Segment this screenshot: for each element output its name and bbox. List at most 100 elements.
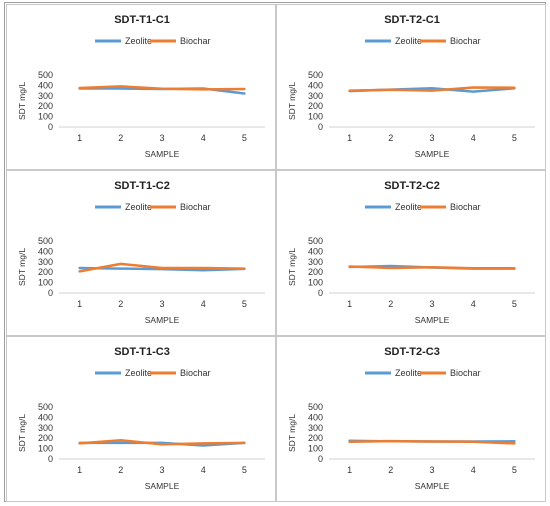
y-tick-label: 200 — [38, 433, 53, 443]
x-axis-label: SAMPLE — [415, 481, 450, 491]
x-tick-label: 1 — [347, 465, 352, 475]
y-tick-label: 200 — [308, 267, 323, 277]
x-tick-label: 5 — [512, 465, 517, 475]
x-tick-label: 1 — [77, 133, 82, 143]
legend-label-biochar: Biochar — [450, 36, 481, 46]
x-tick-label: 1 — [77, 465, 82, 475]
y-tick-label: 500 — [308, 70, 323, 80]
x-axis-label: SAMPLE — [145, 315, 180, 325]
legend-label-zeolite: Zeolite — [395, 368, 422, 378]
legend-label-zeolite: Zeolite — [125, 368, 152, 378]
x-tick-label: 2 — [118, 299, 123, 309]
x-tick-label: 4 — [471, 133, 476, 143]
chart-panel-t1-c1: SDT-T1-C1 Zeolite Biochar 0 100 200 300 400 500 1… — [6, 4, 276, 170]
legend-label-zeolite: Zeolite — [395, 36, 422, 46]
y-tick-label: 400 — [308, 246, 323, 256]
x-tick-label: 2 — [388, 299, 393, 309]
legend-label-zeolite: Zeolite — [125, 36, 152, 46]
y-tick-label: 300 — [38, 257, 53, 267]
x-tick-label: 3 — [159, 465, 164, 475]
x-tick-label: 3 — [429, 465, 434, 475]
x-tick-label: 1 — [347, 299, 352, 309]
x-tick-label: 5 — [512, 299, 517, 309]
x-tick-label: 5 — [512, 133, 517, 143]
x-tick-label: 3 — [429, 299, 434, 309]
legend-label-biochar: Biochar — [180, 202, 211, 212]
x-tick-label: 1 — [347, 133, 352, 143]
y-tick-label: 300 — [38, 91, 53, 101]
chart-panel-t2-c2: SDT-T2-C2 Zeolite Biochar 0 100 200 300 400 500 1… — [276, 170, 546, 336]
y-tick-label: 100 — [38, 278, 53, 288]
x-tick-label: 4 — [201, 465, 206, 475]
y-tick-label: 100 — [308, 278, 323, 288]
y-tick-label: 0 — [48, 288, 53, 298]
y-tick-label: 100 — [38, 444, 53, 454]
y-tick-label: 300 — [38, 423, 53, 433]
y-tick-label: 200 — [308, 101, 323, 111]
x-tick-label: 2 — [118, 465, 123, 475]
x-tick-label: 4 — [471, 465, 476, 475]
y-tick-label: 0 — [48, 454, 53, 464]
chart-title: SDT-T2-C1 — [384, 14, 440, 26]
y-tick-label: 400 — [308, 412, 323, 422]
x-tick-label: 4 — [471, 299, 476, 309]
series-line-biochar — [78, 439, 246, 446]
chart-panel-t1-c3: SDT-T1-C3 Zeolite Biochar 0 100 200 300 400 500 1… — [6, 336, 276, 502]
y-tick-label: 500 — [308, 402, 323, 412]
legend-label-zeolite: Zeolite — [125, 202, 152, 212]
y-tick-label: 400 — [308, 80, 323, 90]
y-tick-label: 400 — [38, 80, 53, 90]
y-axis-label: SDT mg/L — [287, 82, 297, 120]
y-tick-label: 300 — [308, 257, 323, 267]
x-tick-label: 5 — [242, 133, 247, 143]
x-tick-label: 3 — [429, 133, 434, 143]
x-tick-label: 3 — [159, 299, 164, 309]
chart-panel-t2-c3: SDT-T2-C3 Zeolite Biochar 0 100 200 300 400 500 1… — [276, 336, 546, 502]
legend-label-biochar: Biochar — [180, 36, 211, 46]
x-axis-label: SAMPLE — [415, 315, 450, 325]
y-tick-label: 0 — [318, 454, 323, 464]
legend-label-biochar: Biochar — [450, 368, 481, 378]
chart-panel-t1-c2: SDT-T1-C2 Zeolite Biochar 0 100 200 300 400 500 1… — [6, 170, 276, 336]
y-tick-label: 500 — [38, 402, 53, 412]
chart-panel-t2-c1: SDT-T2-C1 Zeolite Biochar 0 100 200 300 400 500 1… — [276, 4, 546, 170]
x-tick-label: 4 — [201, 299, 206, 309]
chart-title: SDT-T1-C2 — [114, 180, 170, 192]
y-tick-label: 100 — [38, 112, 53, 122]
y-tick-label: 400 — [38, 246, 53, 256]
series-line-biochar — [78, 262, 246, 273]
x-axis-label: SAMPLE — [145, 149, 180, 159]
chart-title: SDT-T1-C3 — [114, 346, 170, 358]
series-line-biochar — [78, 85, 246, 91]
series-line-biochar — [348, 439, 516, 445]
x-tick-label: 1 — [77, 299, 82, 309]
y-tick-label: 300 — [308, 423, 323, 433]
y-tick-label: 200 — [38, 101, 53, 111]
y-tick-label: 400 — [38, 412, 53, 422]
legend-label-zeolite: Zeolite — [395, 202, 422, 212]
series-line-zeolite — [78, 441, 246, 447]
y-tick-label: 0 — [318, 122, 323, 132]
x-tick-label: 5 — [242, 299, 247, 309]
y-tick-label: 200 — [308, 433, 323, 443]
x-axis-label: SAMPLE — [145, 481, 180, 491]
y-axis-label: SDT mg/L — [17, 248, 27, 286]
y-tick-label: 200 — [38, 267, 53, 277]
chart-title: SDT-T2-C3 — [384, 346, 440, 358]
y-tick-label: 500 — [308, 236, 323, 246]
x-axis-label: SAMPLE — [415, 149, 450, 159]
series-line-biochar — [348, 265, 516, 270]
chart-title: SDT-T1-C1 — [114, 14, 170, 26]
x-tick-label: 5 — [242, 465, 247, 475]
x-tick-label: 4 — [201, 133, 206, 143]
x-tick-label: 2 — [388, 133, 393, 143]
y-tick-label: 100 — [308, 112, 323, 122]
x-tick-label: 2 — [118, 133, 123, 143]
x-tick-label: 2 — [388, 465, 393, 475]
y-axis-label: SDT mg/L — [17, 82, 27, 120]
y-axis-label: SDT mg/L — [287, 248, 297, 286]
chart-title: SDT-T2-C2 — [384, 180, 440, 192]
y-tick-label: 0 — [318, 288, 323, 298]
y-axis-label: SDT mg/L — [17, 414, 27, 452]
